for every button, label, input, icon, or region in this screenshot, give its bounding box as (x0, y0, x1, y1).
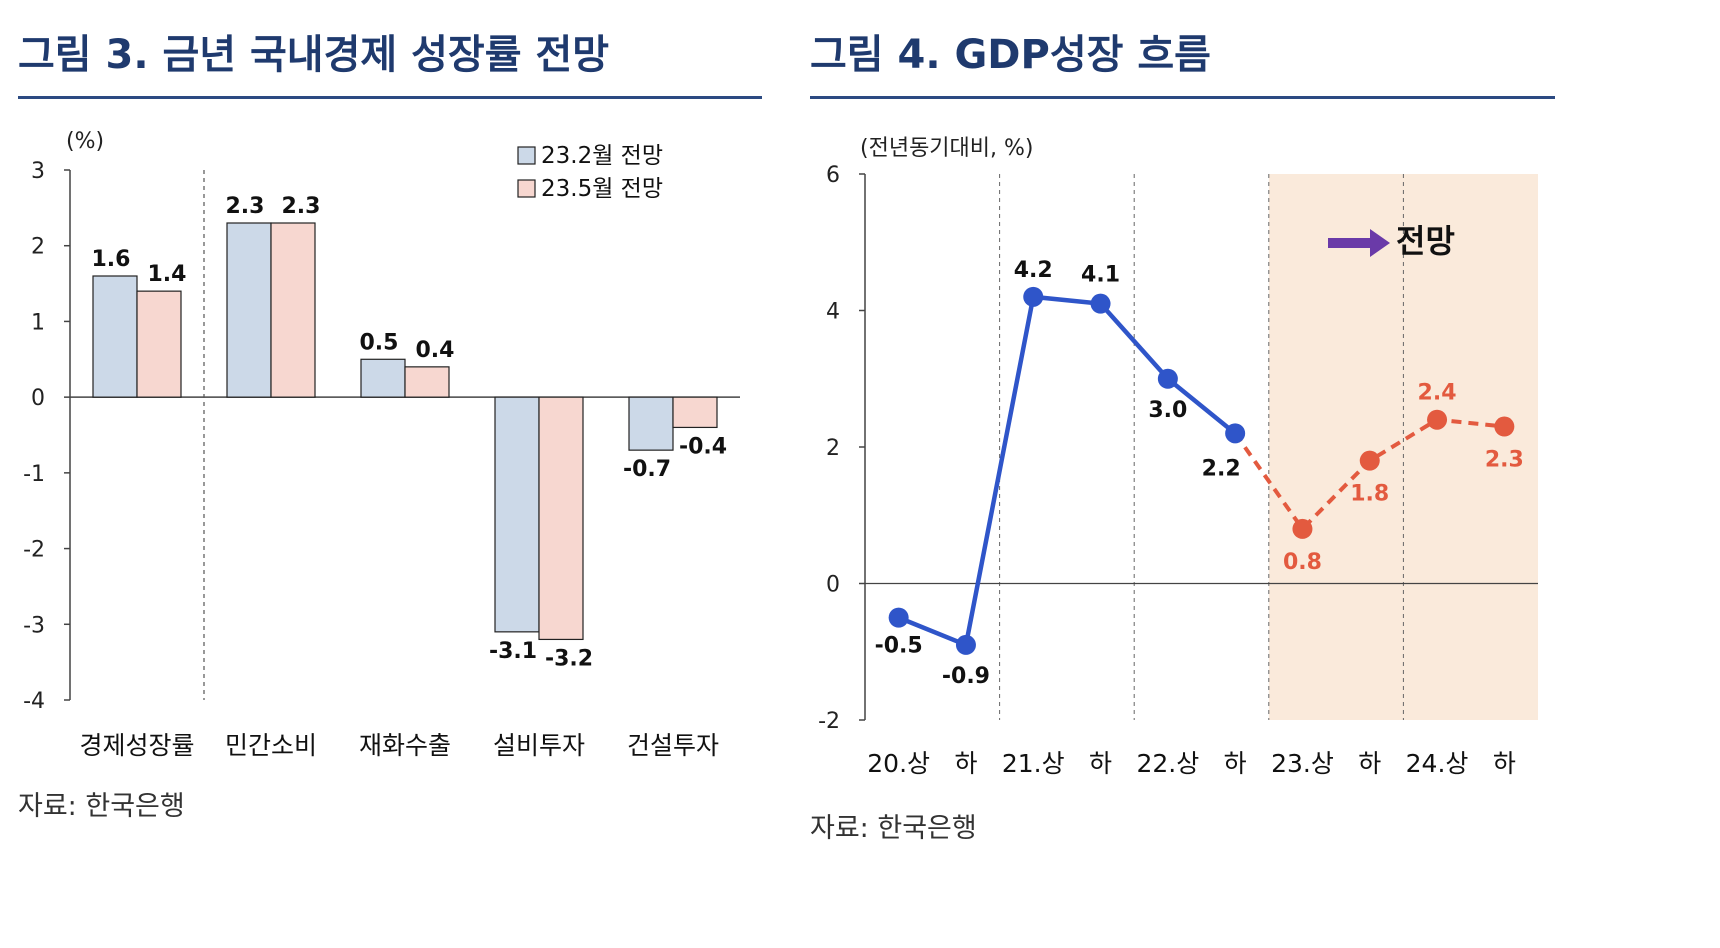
y-tick-label: 0 (31, 386, 45, 411)
bar-value-label: 0.5 (360, 330, 399, 355)
x-tick-label: 20.상 (867, 749, 930, 778)
legend-label: 23.2월 전망 (541, 143, 663, 169)
bar (92, 275, 138, 398)
bar-value-label: 1.6 (92, 247, 131, 272)
bar (672, 396, 718, 429)
y-tick-label: 0 (826, 573, 840, 598)
x-tick-label: 22.상 (1136, 749, 1199, 778)
bar-value-label: 1.4 (148, 262, 187, 287)
x-tick-label: 23.상 (1271, 749, 1334, 778)
actual-series-line (897, 294, 1237, 649)
bar-value-label: -3.2 (545, 646, 593, 671)
figure4-chart: (전년동기대비, %) 6 4 2 0 -2 20.상 하 21.상 하 22.상 하 23.상 하 24.… (818, 136, 1538, 778)
bar (360, 358, 406, 398)
forecast-point (1494, 416, 1515, 437)
bar (226, 222, 272, 398)
x-tick-label: 설비투자 (493, 731, 585, 760)
x-tick-label: 하 (1358, 749, 1381, 778)
bar (538, 396, 584, 641)
bar (628, 396, 674, 451)
legend-label: 23.5월 전망 (541, 176, 663, 202)
figure3-title: 그림 3. 금년 국내경제 성장률 전망 (18, 32, 610, 78)
figure4-source: 자료: 한국은행 (810, 813, 977, 844)
y-axis-unit: (전년동기대비, %) (860, 136, 1034, 161)
actual-point (1157, 368, 1178, 389)
figure4-title: 그림 4. GDP성장 흐름 (810, 32, 1211, 78)
figure3-title-rule (18, 96, 762, 99)
actual-point (1023, 286, 1044, 307)
x-tick-label: 경제성장률 (79, 731, 194, 760)
x-tick-label: 하 (1224, 749, 1247, 778)
actual-point (955, 634, 976, 655)
y-tick-label: 2 (826, 436, 840, 461)
y-tick-label: -1 (23, 462, 45, 487)
actual-value-label: 2.2 (1202, 456, 1241, 481)
y-tick-label: -2 (23, 538, 45, 563)
bar-value-label: 2.3 (226, 194, 265, 219)
bar-value-label: -0.7 (623, 457, 671, 482)
bar (404, 366, 450, 398)
bar (136, 290, 182, 398)
actual-value-label: 4.2 (1014, 258, 1053, 283)
x-tick-label: 24.상 (1406, 749, 1469, 778)
figure4-title-rule (810, 96, 1555, 99)
y-axis-unit: (%) (66, 129, 104, 154)
y-tick-label: -3 (23, 613, 45, 638)
forecast-point (1292, 518, 1313, 539)
forecast-value-label: 1.8 (1350, 482, 1389, 507)
x-tick-label: 민간소비 (225, 731, 317, 760)
forecast-arrow-icon (1328, 229, 1390, 257)
x-tick-label: 하 (954, 749, 977, 778)
legend-swatch (517, 179, 536, 198)
y-tick-label: 2 (31, 235, 45, 260)
forecast-label: 전망 (1396, 222, 1455, 260)
bar-value-label: -3.1 (489, 639, 537, 664)
forecast-point (1427, 409, 1448, 430)
y-tick-label: 4 (826, 300, 840, 325)
figure3-source: 자료: 한국은행 (18, 791, 185, 822)
forecast-value-label: 2.4 (1418, 381, 1457, 406)
forecast-point (1359, 450, 1380, 471)
forecast-value-label: 0.8 (1283, 550, 1322, 575)
x-tick-label: 재화수출 (359, 731, 451, 760)
x-tick-label: 21.상 (1002, 749, 1065, 778)
actual-value-label: -0.5 (875, 634, 923, 659)
actual-value-label: 4.1 (1081, 263, 1120, 288)
forecast-value-label: 2.3 (1485, 448, 1524, 473)
actual-point (888, 607, 909, 628)
actual-value-label: -0.9 (942, 664, 990, 689)
actual-point (1090, 293, 1111, 314)
y-tick-label: -4 (23, 689, 45, 714)
bar-value-label: 0.4 (416, 338, 455, 363)
bar-value-label: -0.4 (679, 434, 727, 459)
bar-value-label: 2.3 (282, 194, 321, 219)
figure3-chart: (%) 3 2 1 0 -1 -2 -3 -4 1.6 1.4 경제성장률 2.3 2.3 민간소비 0.5 0… (23, 129, 740, 760)
x-tick-label: 건설투자 (627, 731, 719, 760)
y-tick-label: 6 (826, 163, 840, 188)
bar (494, 396, 540, 633)
x-tick-label: 하 (1493, 749, 1516, 778)
bar (270, 222, 316, 398)
y-tick-label: -2 (818, 709, 840, 734)
y-tick-label: 1 (31, 310, 45, 335)
x-tick-label: 하 (1089, 749, 1112, 778)
actual-value-label: 3.0 (1148, 398, 1187, 423)
legend-swatch (517, 146, 536, 165)
actual-point (1225, 423, 1246, 444)
y-tick-label: 3 (31, 159, 45, 184)
